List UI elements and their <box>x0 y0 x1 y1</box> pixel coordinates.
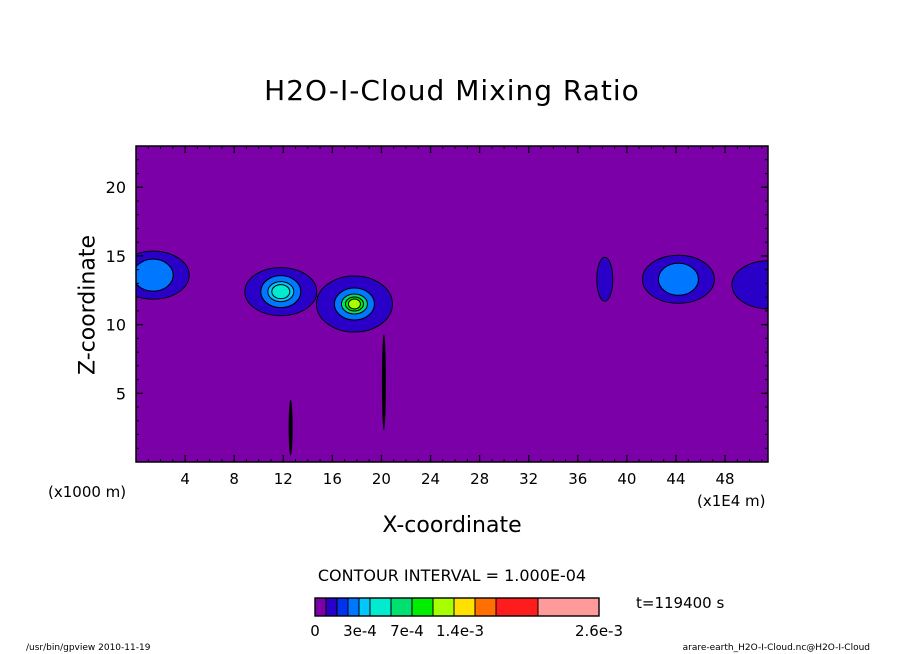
colorbar-label-0: 0 <box>310 622 320 640</box>
x-scale-label: (x1E4 m) <box>697 492 766 510</box>
colorbar-label-4: 2.6e-3 <box>575 622 623 640</box>
x-unit-label: (x1000 m) <box>48 483 127 501</box>
x-tick-label-10: 44 <box>666 470 685 488</box>
x-tick-label-9: 40 <box>617 470 636 488</box>
contour-level-3-0 <box>596 256 614 302</box>
filament-mark-6 <box>288 399 293 456</box>
colorbar-label-1: 3e-4 <box>343 622 377 640</box>
x-tick-label-4: 20 <box>372 470 391 488</box>
colorbar-label-2: 7e-4 <box>390 622 424 640</box>
x-tick-label-5: 24 <box>421 470 440 488</box>
contour-level-0-1 <box>136 258 174 292</box>
colorbar-frame <box>314 597 600 617</box>
colorbar-cell-3 <box>347 597 360 617</box>
footer-right: arare-earth_H2O-I-Cloud.nc@H2O-I-Cloud <box>682 643 870 653</box>
colorbar-cell-12 <box>537 597 600 617</box>
colorbar-cell-6 <box>390 597 413 617</box>
colorbar-cell-2 <box>336 597 349 617</box>
y-tick-label-1: 10 <box>106 316 126 335</box>
x-tick-label-0: 4 <box>180 470 190 488</box>
time-stamp: t=119400 s <box>636 594 725 612</box>
colorbar-label-3: 1.4e-3 <box>436 622 484 640</box>
colorbar-cell-4 <box>358 597 371 617</box>
contour-level-4-1 <box>657 262 699 296</box>
plot-background <box>136 146 768 462</box>
colorbar-cell-9 <box>453 597 476 617</box>
colorbar-cell-5 <box>369 597 392 617</box>
x-tick-label-6: 28 <box>470 470 489 488</box>
contour-level-2-4 <box>347 298 361 310</box>
contour-level-1-3 <box>271 284 291 300</box>
x-tick-label-1: 8 <box>229 470 239 488</box>
x-tick-label-3: 16 <box>323 470 342 488</box>
contour-interval-text: CONTOUR INTERVAL = 1.000E-04 <box>317 566 587 585</box>
filament-mark-7 <box>381 334 386 431</box>
y-axis-label: Z-coordinate <box>75 235 101 375</box>
contour-level-5-0 <box>731 260 768 310</box>
colorbar-cell-1 <box>325 597 338 617</box>
plot-frame <box>135 145 769 463</box>
contour-field <box>136 250 768 456</box>
y-tick-label-2: 15 <box>106 247 126 266</box>
x-tick-label-7: 32 <box>519 470 538 488</box>
colorbar-cell-8 <box>432 597 455 617</box>
footer-left: /usr/bin/gpview 2010-11-19 <box>26 643 151 653</box>
colorbar-cell-0 <box>314 597 327 617</box>
x-tick-label-11: 48 <box>716 470 735 488</box>
chart-title: H2O-I-Cloud Mixing Ratio <box>264 74 640 107</box>
y-tick-label-0: 5 <box>116 384 126 403</box>
colorbar-cell-7 <box>411 597 434 617</box>
x-tick-label-2: 12 <box>274 470 293 488</box>
y-tick-label-3: 20 <box>106 178 126 197</box>
x-axis-label: X-coordinate <box>382 513 522 538</box>
x-tick-label-8: 36 <box>568 470 587 488</box>
colorbar-cell-11 <box>495 597 539 617</box>
colorbar-cell-10 <box>474 597 497 617</box>
